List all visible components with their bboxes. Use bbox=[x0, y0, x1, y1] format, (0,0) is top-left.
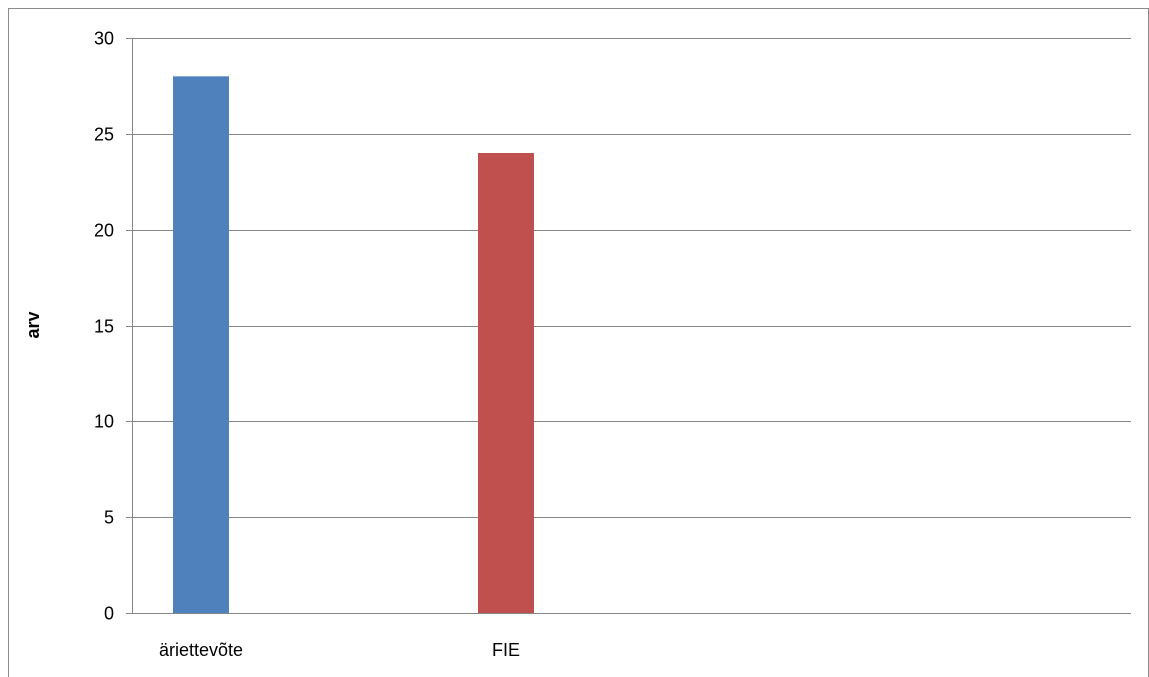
gridlines bbox=[126, 38, 1131, 614]
x-tick-label: FIE bbox=[492, 640, 520, 660]
bar-0 bbox=[173, 76, 229, 614]
bar-1 bbox=[478, 153, 534, 613]
y-tick-label: 5 bbox=[104, 508, 114, 528]
axes bbox=[132, 38, 1131, 614]
y-axis-label: arv bbox=[23, 311, 43, 338]
y-tick-labels: 0 5 10 15 20 25 30 bbox=[94, 29, 114, 624]
x-tick-labels: äriettevõte FIE bbox=[159, 640, 520, 660]
x-tick-label: äriettevõte bbox=[159, 640, 243, 660]
y-tick-label: 25 bbox=[94, 125, 114, 145]
y-tick-label: 30 bbox=[94, 29, 114, 49]
y-tick-label: 15 bbox=[94, 317, 114, 337]
y-tick-label: 10 bbox=[94, 412, 114, 432]
y-tick-label: 0 bbox=[104, 604, 114, 624]
bars bbox=[173, 76, 534, 614]
y-tick-label: 20 bbox=[94, 221, 114, 241]
